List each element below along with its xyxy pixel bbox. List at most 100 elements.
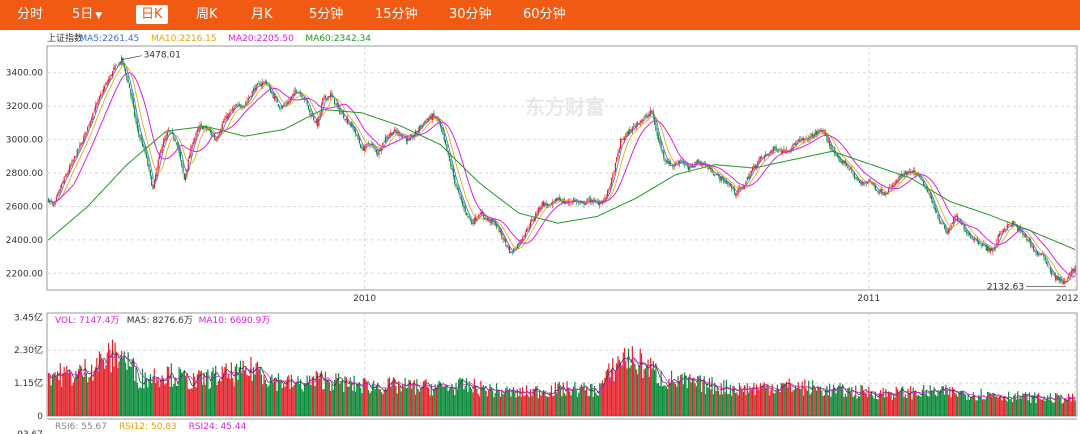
tab-7[interactable]: 30分钟 (444, 5, 497, 24)
candle-body (80, 142, 82, 146)
volume-bar (421, 387, 423, 416)
volume-bar (616, 363, 618, 416)
tab-4[interactable]: 月K (246, 5, 278, 24)
tab-1[interactable]: 5日 ▼ (67, 5, 107, 24)
volume-bar (898, 392, 900, 416)
volume-bar (749, 386, 751, 416)
volume-bar (725, 379, 728, 416)
candle-body (711, 168, 713, 174)
candle-body (1064, 281, 1066, 284)
tab-6[interactable]: 15分钟 (370, 5, 423, 24)
volume-bar (318, 379, 320, 416)
candle-body (391, 132, 393, 135)
candle-body (57, 193, 59, 197)
volume-bar (101, 359, 103, 416)
volume-bar (776, 384, 778, 416)
candle-body (643, 116, 645, 119)
candle-body (420, 125, 422, 128)
candle-body (361, 147, 363, 149)
candle-body (934, 207, 937, 212)
candle-body (66, 174, 68, 177)
volume-bar (134, 381, 136, 416)
candle-body (490, 219, 492, 224)
volume-bar (63, 367, 65, 416)
tab-5[interactable]: 5分钟 (304, 5, 348, 24)
volume-bar (383, 389, 385, 416)
volume-bar (475, 385, 477, 416)
volume-bar (229, 378, 231, 416)
candle-body (955, 216, 957, 217)
volume-bar (599, 383, 601, 416)
candle-body (126, 74, 128, 80)
candle-body (456, 187, 458, 190)
volume-bar (47, 373, 50, 416)
volume-bar (817, 387, 819, 416)
volume-bar (1053, 402, 1055, 416)
tab-8[interactable]: 60分钟 (518, 5, 571, 24)
volume-bar (204, 384, 206, 416)
volume-bar (288, 375, 290, 416)
candle-body (115, 64, 118, 66)
kline-chart[interactable]: 3400.003200.003000.002800.002600.002400.… (0, 30, 1080, 434)
volume-bar (762, 384, 764, 416)
volume-bar (744, 385, 746, 416)
volume-bar (390, 386, 392, 416)
candle-body (213, 135, 215, 139)
candle-body (408, 139, 410, 141)
volume-bar (629, 367, 631, 416)
candle-body (940, 221, 942, 223)
volume-legend-item-1: MA5: 8276.6万 (127, 316, 193, 326)
candle-body (647, 114, 649, 118)
candle-body (315, 120, 317, 123)
volume-bar (822, 395, 824, 416)
candle-body (933, 204, 935, 209)
candle-body (792, 143, 794, 149)
volume-bar (664, 385, 666, 416)
tab-2[interactable]: 日K (136, 5, 168, 24)
candle-body (546, 204, 549, 207)
volume-bar (630, 365, 632, 416)
candle-body (603, 200, 605, 202)
tab-0[interactable]: 分时 (12, 5, 48, 24)
volume-bar (420, 388, 422, 416)
volume-bar (998, 396, 1001, 416)
candle-body (734, 193, 737, 195)
candle-body (54, 200, 56, 205)
candle-body (337, 105, 340, 108)
volume-bar (428, 387, 430, 416)
volume-bar (164, 384, 166, 416)
volume-bar (949, 387, 951, 416)
candle-body (728, 184, 730, 186)
candle-body (847, 165, 849, 169)
volume-bar (382, 394, 384, 416)
volume-bar (518, 396, 520, 416)
candle-body (467, 213, 469, 215)
volume-bar (119, 357, 121, 416)
candle-body (239, 105, 242, 108)
candle-body (388, 135, 391, 136)
volume-bar (220, 381, 222, 416)
volume-bar (981, 399, 984, 416)
volume-bar (100, 353, 102, 416)
candle-body (754, 165, 756, 168)
volume-bar (254, 374, 256, 416)
candle-body (83, 136, 85, 144)
volume-bar (147, 387, 149, 416)
volume-bar (106, 352, 108, 416)
candle-body (518, 243, 520, 245)
volume-bar (456, 389, 458, 416)
candle-body (588, 197, 590, 199)
volume-bar (876, 398, 878, 416)
candle-body (250, 95, 252, 97)
volume-bar (297, 376, 299, 416)
volume-bar (1073, 398, 1075, 416)
volume-bar (801, 381, 803, 416)
candle-body (153, 180, 155, 189)
candle-body (174, 139, 176, 142)
candle-body (720, 176, 722, 182)
tab-3[interactable]: 周K (191, 5, 223, 24)
legend-item-1: MA5:2261.45 (79, 34, 139, 44)
candle-body (113, 67, 115, 71)
candle-body (1024, 234, 1027, 238)
candle-body (826, 135, 828, 142)
